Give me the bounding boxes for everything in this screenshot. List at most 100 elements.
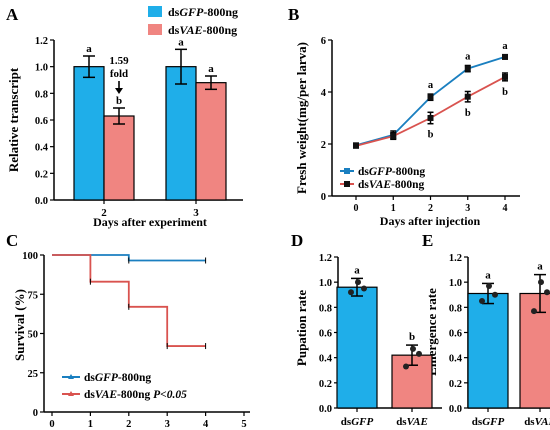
panel-c-ytick-label: 0 xyxy=(33,408,38,419)
panel-c-ylabel: Survival (%) xyxy=(12,289,27,361)
panel-b-ytick-label: 4 xyxy=(321,88,327,99)
panel-a-ytick-label: 0.0 xyxy=(35,196,48,207)
panel-c-survival-line-vae xyxy=(52,254,206,347)
panel-c-legend-marker-gfp xyxy=(68,374,74,379)
panel-d-ytick-label: 0.6 xyxy=(319,329,332,340)
panel-d-data-point xyxy=(416,350,422,357)
panel-d-ytick-label: 1.0 xyxy=(319,278,332,289)
panel-a-xlabel: Days after experiment xyxy=(93,215,207,229)
panel-b-xtick-label: 4 xyxy=(503,203,508,214)
panel-b-ylabel: Fresh weight(mg/per larva) xyxy=(294,42,309,194)
panel-e-ylabel: Emergence rate xyxy=(424,288,439,376)
panel-b-sig-letter: a xyxy=(428,80,434,91)
panel-a-ytick-label: 1.2 xyxy=(35,36,48,47)
panel-a-bar-vae xyxy=(103,115,135,201)
panel-d-data-point xyxy=(348,289,354,296)
panel-d-sig-letter: b xyxy=(409,331,415,343)
panel-d-xtick-label: dsGFP xyxy=(341,416,374,428)
panel-c-xtick-label: 2 xyxy=(126,419,131,430)
panel-a-bar-gfp xyxy=(73,66,105,201)
panel-a-ytick-label: 0.4 xyxy=(35,143,49,154)
panel-a-ytick-label: 1.0 xyxy=(35,63,48,74)
panel-b-sig-letter: b xyxy=(502,87,508,98)
panel-a-annotation-arrow-head xyxy=(115,88,123,94)
panel-label-b: B xyxy=(288,5,299,24)
panel-d-ytick-label: 0.8 xyxy=(319,303,332,314)
panel-d-sig-letter: a xyxy=(354,264,360,276)
panel-d-bar-gfp xyxy=(336,286,378,409)
panel-b-sig-letter: b xyxy=(465,108,471,119)
legend-top-label-vae: dsVAE-800ng xyxy=(168,23,237,37)
panel-e-ytick-label: 1.0 xyxy=(449,278,462,289)
panel-e-sig-letter: a xyxy=(537,261,543,273)
panel-c-xtick-label: 4 xyxy=(203,419,209,430)
panel-c-legend-label-gfp: dsGFP-800ng xyxy=(84,372,151,384)
panel-c-xtick-label: 5 xyxy=(241,419,246,430)
panel-d-ylabel: Pupation rate xyxy=(294,290,309,366)
panel-e-xtick-label: dsVAE xyxy=(524,416,550,428)
panel-c-ytick-label: 100 xyxy=(22,251,38,262)
panel-b-sig-letter: b xyxy=(428,130,434,141)
panel-a-ytick-label: 0.8 xyxy=(35,89,48,100)
panel-e-ytick-label: 0.4 xyxy=(449,354,463,365)
panel-d-ytick-label: 0.2 xyxy=(319,379,332,390)
panel-label-d: D xyxy=(291,231,303,250)
legend-top-swatch-vae xyxy=(148,24,162,35)
panel-d-data-point xyxy=(410,345,416,352)
panel-b-point-vae xyxy=(502,73,508,80)
panel-c-xtick-label: 3 xyxy=(165,419,170,430)
panel-b-point-vae xyxy=(427,115,434,121)
panel-e-ytick-label: 0.2 xyxy=(449,379,462,390)
panel-b-ytick-label: 0 xyxy=(321,192,326,203)
panel-e-data-point xyxy=(544,289,550,296)
panel-e-sig-letter: a xyxy=(485,269,491,281)
panel-b-point-vae xyxy=(353,142,359,149)
panel-e-data-point xyxy=(479,298,485,305)
panel-b-point-vae xyxy=(464,93,471,100)
legend-top-swatch-gfp xyxy=(148,6,162,17)
panel-a-sig-letter: a xyxy=(86,43,92,55)
panel-a-annotation-line2: fold xyxy=(110,68,128,80)
panel-c-ytick-label: 25 xyxy=(28,369,39,380)
panel-d-ytick-label: 0.4 xyxy=(319,354,333,365)
panel-label-a: A xyxy=(6,5,19,24)
panel-b-sig-letter: a xyxy=(465,51,471,62)
panel-b-legend-label-vae: dsVAE-800ng xyxy=(358,179,425,191)
panel-d-ytick-label: 1.2 xyxy=(319,253,332,264)
panel-b-legend-marker-gfp xyxy=(344,168,350,174)
panel-b-ytick-label: 2 xyxy=(321,140,326,151)
panel-e-data-point xyxy=(492,291,498,298)
panel-c-ytick-label: 50 xyxy=(28,330,39,341)
panel-b-point-gfp xyxy=(502,53,508,60)
panel-a-sig-letter: b xyxy=(116,95,122,107)
panel-e-ytick-label: 0.0 xyxy=(449,404,462,415)
panel-e-data-point xyxy=(538,279,544,286)
plot-layer: 0.0 0.2 0.4 0.6 0.8 1.0 1.2 2 a b 3 a a 0 2 4 6 0 1 2 3 4 a a a b… xyxy=(22,36,550,430)
panel-b-xtick-label: 1 xyxy=(391,203,396,214)
panel-b-xtick-label: 0 xyxy=(354,203,359,214)
legend-top: dsGFP-800ng dsVAE-800ng xyxy=(148,5,238,37)
panel-label-e: E xyxy=(422,231,433,250)
panel-b-legend-marker-vae xyxy=(344,181,350,187)
panel-d-data-point xyxy=(355,279,361,286)
panel-c-legend-marker-vae xyxy=(68,391,74,396)
panel-b-xlabel: Days after injection xyxy=(380,214,481,228)
panel-b-point-vae xyxy=(390,133,397,140)
panel-b-sig-letter: a xyxy=(502,41,508,52)
panel-a-ytick-label: 0.6 xyxy=(35,116,48,127)
panel-label-c: C xyxy=(6,231,18,250)
panel-c-legend-label-vae: dsVAE-800ng P<0.05 xyxy=(84,389,187,401)
panel-c-xtick-label: 1 xyxy=(88,419,93,430)
panel-e-data-point xyxy=(531,308,537,315)
panel-e-bar-gfp xyxy=(467,292,509,409)
panel-c-xtick-label: 0 xyxy=(49,419,54,430)
panel-a-xtick-label: 2 xyxy=(101,207,107,219)
panel-a-annotation-line1: 1.59 xyxy=(109,55,129,67)
panel-a-sig-letter: a xyxy=(178,36,184,48)
panel-b-legend: dsGFP-800ng dsVAE-800ng xyxy=(340,166,425,191)
panel-e-xtick-label: dsGFP xyxy=(472,416,505,428)
panel-d-data-point xyxy=(361,285,367,292)
panel-a-xtick-label: 3 xyxy=(193,207,199,219)
panel-e-data-point xyxy=(486,282,492,289)
